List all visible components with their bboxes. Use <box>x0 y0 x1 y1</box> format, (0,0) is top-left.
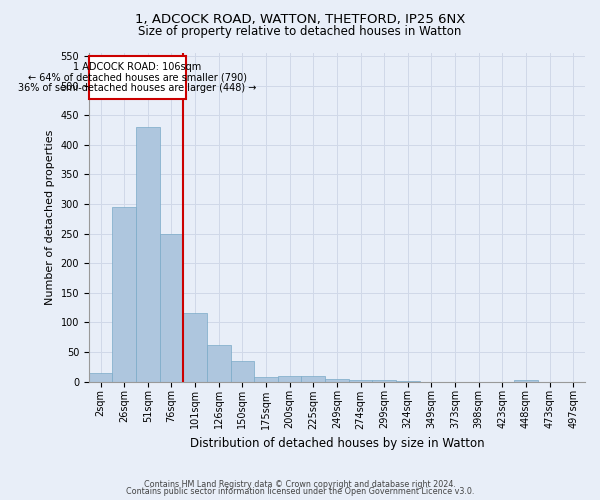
Bar <box>396 381 419 382</box>
Bar <box>301 376 325 382</box>
Text: 1 ADCOCK ROAD: 106sqm: 1 ADCOCK ROAD: 106sqm <box>73 62 202 72</box>
Text: 1, ADCOCK ROAD, WATTON, THETFORD, IP25 6NX: 1, ADCOCK ROAD, WATTON, THETFORD, IP25 6… <box>135 12 465 26</box>
Bar <box>112 207 136 382</box>
Bar <box>89 372 112 382</box>
Bar <box>207 345 230 382</box>
FancyBboxPatch shape <box>89 56 185 98</box>
Bar <box>278 376 301 382</box>
Bar <box>349 380 373 382</box>
Text: ← 64% of detached houses are smaller (790): ← 64% of detached houses are smaller (79… <box>28 72 247 83</box>
Bar <box>373 380 396 382</box>
Bar <box>254 377 278 382</box>
Text: 36% of semi-detached houses are larger (448) →: 36% of semi-detached houses are larger (… <box>18 83 256 93</box>
Text: Contains HM Land Registry data © Crown copyright and database right 2024.: Contains HM Land Registry data © Crown c… <box>144 480 456 489</box>
X-axis label: Distribution of detached houses by size in Watton: Distribution of detached houses by size … <box>190 437 484 450</box>
Text: Size of property relative to detached houses in Watton: Size of property relative to detached ho… <box>139 25 461 38</box>
Bar <box>514 380 538 382</box>
Text: Contains public sector information licensed under the Open Government Licence v3: Contains public sector information licen… <box>126 488 474 496</box>
Bar <box>230 361 254 382</box>
Y-axis label: Number of detached properties: Number of detached properties <box>45 130 55 305</box>
Bar <box>136 127 160 382</box>
Bar <box>325 378 349 382</box>
Bar <box>160 234 184 382</box>
Bar <box>184 314 207 382</box>
